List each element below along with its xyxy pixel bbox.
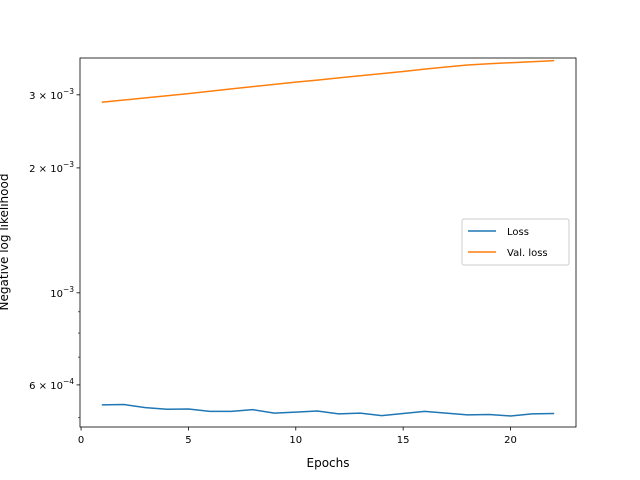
x-tick-label: 0 [78,435,84,446]
legend-label-1: Val. loss [507,248,548,259]
legend-label-0: Loss [507,227,529,238]
y-tick-label: 2 × 10−3 [29,160,74,175]
y-axis: 6 × 10−4 10−3 2 × 10−3 3 × 10−3 [29,87,80,419]
x-tick-label: 20 [504,435,517,446]
legend: Loss Val. loss [461,218,570,266]
x-axis-label: Epochs [307,456,350,470]
y-axis-label: Negative log likelihood [0,174,11,311]
y-tick-label: 3 × 10−3 [29,87,74,102]
y-tick-label: 6 × 10−4 [29,377,74,392]
series-line-1 [101,59,555,104]
x-axis: 0 5 10 15 20 [78,427,517,446]
x-tick-label: 10 [289,435,302,446]
y-tick-label: 10−3 [50,285,74,300]
x-tick-label: 15 [397,435,410,446]
plot-frame [79,57,577,428]
series-layer [101,59,555,417]
x-tick-label: 5 [185,435,191,446]
series-line-0 [101,403,555,417]
